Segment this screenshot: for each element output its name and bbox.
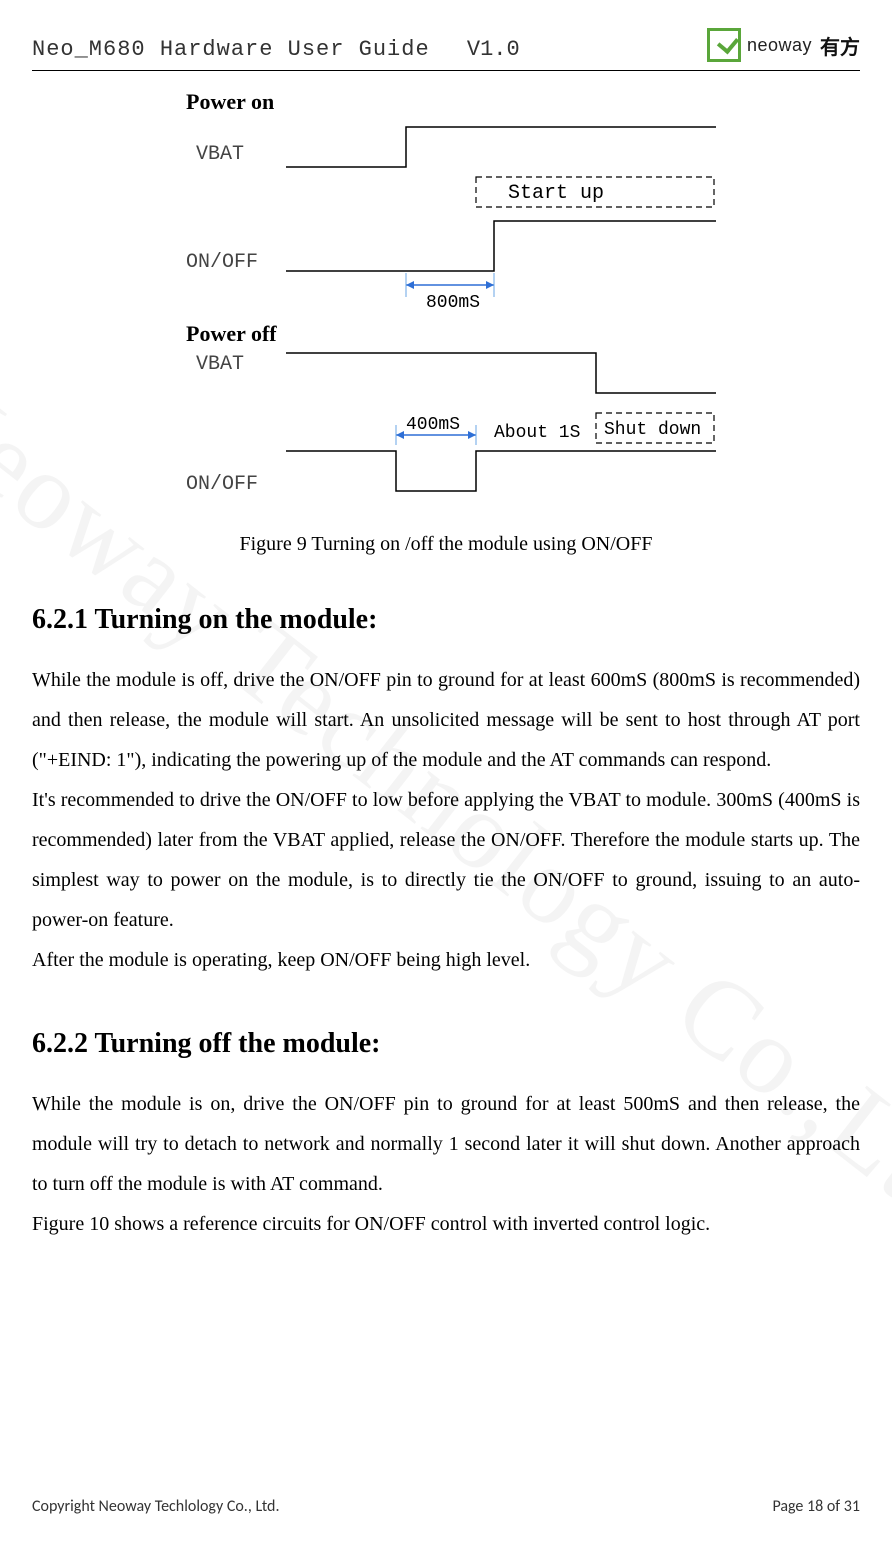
figure-9-caption: Figure 9 Turning on /off the module usin… [146,533,746,556]
vbat-waveform-off [286,353,716,393]
label-800ms: 800mS [426,293,480,313]
onoff-waveform-off [286,451,716,491]
vbat-waveform-on [286,127,716,167]
page-header: Neo_M680 Hardware User Guide V1.0 neoway… [32,28,860,66]
para-622-1: While the module is on, drive the ON/OFF… [32,1084,860,1204]
poweron-heading: Power on [186,89,274,114]
footer-copyright: Copyright Neoway Techlology Co., Ltd. [32,1497,280,1516]
label-about1s: About 1S [494,423,580,443]
startup-label: Start up [508,182,604,205]
label-400ms: 400mS [406,415,460,435]
onoff-waveform-on [286,221,716,271]
para-621-3: After the module is operating, keep ON/O… [32,940,860,980]
vbat-label-1: VBAT [196,143,244,166]
vbat-label-2: VBAT [196,353,244,376]
footer-page: Page 18 of 31 [772,1497,860,1516]
logo: neoway 有方 [707,28,860,62]
logo-brand-cn: 有方 [820,31,860,60]
para-621-1: While the module is off, drive the ON/OF… [32,660,860,780]
header-rule [32,70,860,71]
poweroff-heading: Power off [186,321,277,346]
para-622-2: Figure 10 shows a reference circuits for… [32,1204,860,1244]
heading-6-2-1: 6.2.1 Turning on the module: [32,604,860,636]
logo-brand-en: neoway [747,35,812,56]
logo-mark-icon [707,28,741,62]
shutdown-label: Shut down [604,420,701,440]
figure-9: Power on VBAT Start up ON/OFF 800mS Powe… [146,85,746,556]
heading-6-2-2: 6.2.2 Turning off the module: [32,1028,860,1060]
doc-title: Neo_M680 Hardware User Guide [32,37,430,62]
timing-diagram-svg: Power on VBAT Start up ON/OFF 800mS Powe… [156,85,736,515]
doc-version: V1.0 [467,37,520,62]
onoff-label-1: ON/OFF [186,251,258,274]
onoff-label-2: ON/OFF [186,473,258,496]
para-621-2: It's recommended to drive the ON/OFF to … [32,780,860,940]
page-footer: Copyright Neoway Techlology Co., Ltd. Pa… [32,1497,860,1516]
